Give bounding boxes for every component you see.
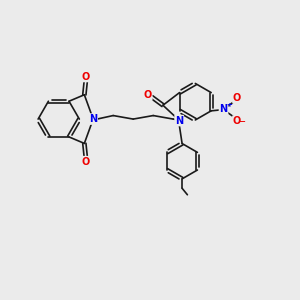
Text: O: O [233, 116, 241, 126]
Text: O: O [233, 93, 241, 103]
Text: +: + [226, 102, 232, 108]
Text: N: N [89, 114, 97, 124]
Text: N: N [220, 104, 228, 114]
Text: −: − [238, 117, 246, 126]
Text: O: O [82, 157, 90, 167]
Text: O: O [143, 90, 152, 100]
Text: N: N [175, 116, 183, 126]
Text: O: O [82, 71, 90, 82]
